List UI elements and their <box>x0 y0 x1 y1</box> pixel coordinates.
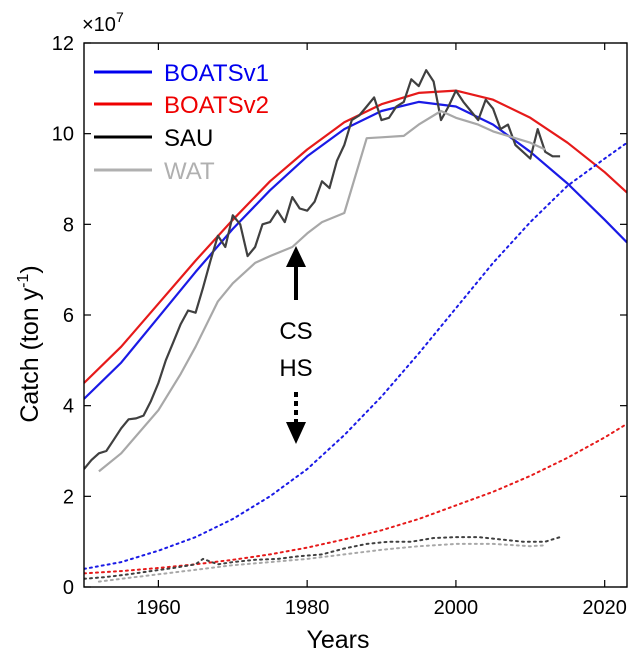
y-tick-label-6: 6 <box>63 305 74 327</box>
series-line-sau-dotted <box>84 536 562 580</box>
series-line-wat-solid <box>98 109 546 473</box>
annotation-hs-label: HS <box>279 355 312 382</box>
y-tick-label-10: 10 <box>52 124 74 146</box>
legend: BOATSv1 BOATSv2 SAU WAT <box>94 60 269 185</box>
legend-label-boatsv2: BOATSv2 <box>164 92 269 119</box>
annotation-cs-label: CS <box>279 318 312 345</box>
legend-label-boatsv1: BOATSv1 <box>164 60 269 87</box>
series-line-boatsv1-dotted <box>84 141 627 570</box>
series-line-wat-dotted <box>97 542 547 583</box>
x-tick-label-1960: 1960 <box>136 597 181 619</box>
y-tick-label-0: 0 <box>63 577 74 599</box>
y-tick-label-2: 2 <box>63 486 74 508</box>
x-tick-label-1980: 1980 <box>285 597 330 619</box>
y-axis-label: Catch (ton y-1) <box>15 265 44 422</box>
legend-label-wat: WAT <box>164 158 215 185</box>
series-line-boatsv2-solid <box>84 89 627 384</box>
y-tick-label-12: 12 <box>52 33 74 55</box>
y-multiplier-label: ×107 <box>82 9 124 36</box>
series-line-boatsv1-solid <box>84 100 627 400</box>
x-axis-label: Years <box>306 626 369 654</box>
y-tick-label-8: 8 <box>63 214 74 236</box>
series-line-sau-solid <box>84 69 561 470</box>
x-tick-label-2000: 2000 <box>434 597 479 619</box>
annotation: CS HS <box>279 246 313 444</box>
series-layer <box>84 69 627 583</box>
dotted-arrow-head <box>286 422 306 444</box>
tick-layer: 1960 1980 2000 2020 0 2 4 6 8 10 12 <box>52 33 627 619</box>
solid-arrow-head <box>286 246 306 267</box>
legend-label-sau: SAU <box>164 125 213 152</box>
series-line-boatsv2-dotted <box>84 422 627 575</box>
x-tick-label-2020: 2020 <box>582 597 627 619</box>
y-tick-label-4: 4 <box>63 396 74 418</box>
